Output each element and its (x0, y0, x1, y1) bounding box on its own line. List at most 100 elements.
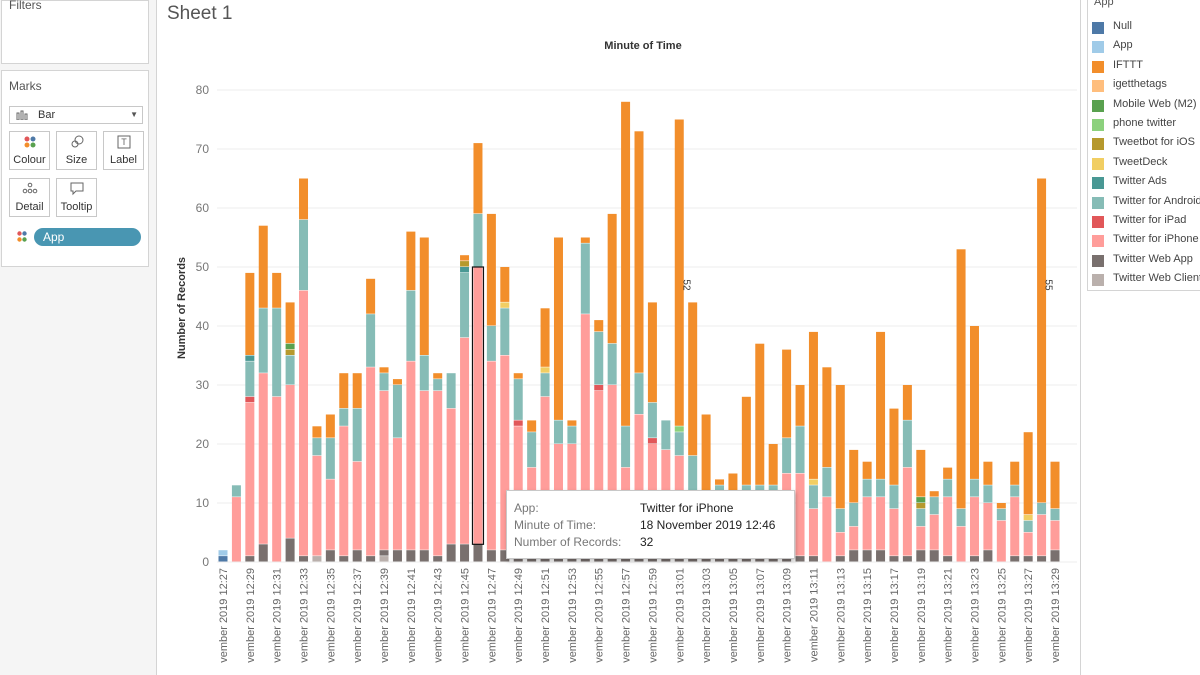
bar-segment[interactable] (553, 420, 563, 444)
legend-item[interactable]: phone twitter (1092, 117, 1200, 133)
bar-segment[interactable] (822, 367, 832, 468)
bar-segment[interactable] (916, 497, 926, 503)
bar-segment[interactable] (218, 550, 228, 556)
bar-segment[interactable] (1023, 556, 1033, 562)
bar-segment[interactable] (312, 455, 322, 556)
bar-segment[interactable] (862, 461, 872, 479)
bar-segment[interactable] (996, 520, 1006, 562)
bar-segment[interactable] (929, 491, 939, 497)
bar-segment[interactable] (446, 373, 456, 409)
bar-segment[interactable] (889, 485, 899, 509)
bar-segment[interactable] (849, 503, 859, 527)
bar-segment[interactable] (822, 497, 832, 562)
bar-segment[interactable] (795, 556, 805, 562)
filters-card[interactable]: Filters (1, 0, 149, 64)
bar-segment[interactable] (916, 526, 926, 550)
bar-segment[interactable] (460, 267, 470, 273)
bar-segment[interactable] (500, 267, 510, 302)
legend-item[interactable]: igetthetags (1092, 78, 1200, 94)
bar-segment[interactable] (1023, 514, 1033, 521)
bar-segment[interactable] (741, 485, 751, 491)
bar-segment[interactable] (272, 272, 282, 308)
bar-segment[interactable] (795, 426, 805, 473)
tooltip-button[interactable]: Tooltip (56, 178, 97, 217)
bar-segment[interactable] (1050, 550, 1060, 562)
bar-segment[interactable] (916, 550, 926, 562)
bar-segment[interactable] (634, 373, 644, 414)
legend-item[interactable]: Mobile Web (M2) (1092, 98, 1200, 114)
bar-segment[interactable] (808, 479, 818, 485)
bar-segment[interactable] (245, 355, 255, 361)
bar-segment[interactable] (486, 361, 496, 550)
bar-segment[interactable] (379, 367, 389, 373)
bar-segment[interactable] (419, 237, 429, 356)
bar-segment[interactable] (674, 426, 684, 432)
bar-segment[interactable] (245, 402, 255, 556)
bar-segment[interactable] (889, 556, 899, 562)
bar-segment[interactable] (406, 231, 416, 291)
bar-segment[interactable] (969, 497, 979, 556)
legend-item[interactable]: Twitter Web Client (1092, 272, 1200, 288)
bar-segment[interactable] (231, 497, 241, 562)
bar-segment[interactable] (808, 331, 818, 479)
bar-segment[interactable] (782, 438, 792, 473)
bar-segment[interactable] (1023, 432, 1033, 515)
bar-segment[interactable] (406, 550, 416, 562)
bar-segment[interactable] (325, 479, 335, 550)
bar-segment[interactable] (835, 508, 845, 532)
legend-item[interactable]: IFTTT (1092, 59, 1200, 75)
bar-segment[interactable] (594, 320, 604, 332)
bar-segment[interactable] (339, 373, 349, 409)
stacked-bar-chart[interactable]: 0 10 20 30 40 50 60 70 80 Minute of Time Number of… (157, 0, 1080, 675)
bar-segment[interactable] (231, 485, 241, 497)
bar-segment[interactable] (661, 420, 671, 450)
bar-segment[interactable] (460, 272, 470, 338)
colour-button[interactable]: Colour (9, 131, 50, 170)
bar-segment[interactable] (379, 373, 389, 391)
bar-segment[interactable] (1037, 556, 1047, 562)
bar-segment[interactable] (567, 426, 577, 444)
bar-segment[interactable] (876, 479, 886, 497)
legend-item[interactable]: TweetDeck (1092, 156, 1200, 172)
bar-segment[interactable] (768, 444, 778, 485)
bar-segment[interactable] (460, 544, 470, 562)
bar-segment[interactable] (688, 455, 698, 491)
bar-segment[interactable] (849, 550, 859, 562)
bar-segment[interactable] (849, 526, 859, 550)
bar-segment[interactable] (312, 426, 322, 438)
bar-segment[interactable] (916, 508, 926, 527)
bar-segment[interactable] (943, 497, 953, 556)
bar-segment[interactable] (741, 396, 751, 485)
bar-segment[interactable] (392, 385, 402, 438)
bar-segment[interactable] (594, 385, 604, 391)
bar-segment[interactable] (849, 449, 859, 503)
bar-segment[interactable] (795, 385, 805, 426)
bar-segment[interactable] (876, 331, 886, 479)
bar-segment[interactable] (366, 367, 376, 556)
bar-segment[interactable] (500, 355, 510, 550)
bar-segment[interactable] (540, 373, 550, 397)
bar-segment[interactable] (352, 408, 362, 462)
bar-segment[interactable] (1050, 461, 1060, 509)
bar-segment[interactable] (634, 414, 644, 556)
bar-segment[interactable] (299, 219, 309, 291)
bar-segment[interactable] (433, 390, 443, 556)
bar-segment[interactable] (285, 343, 295, 350)
bar-segment[interactable] (486, 326, 496, 361)
bar-segment[interactable] (822, 467, 832, 497)
chevron-down-icon[interactable]: ▼ (130, 110, 138, 119)
legend-item[interactable]: Twitter for iPad (1092, 214, 1200, 230)
bar-segment[interactable] (996, 508, 1006, 521)
bar-segment[interactable] (285, 302, 295, 344)
bar-segment[interactable] (473, 267, 483, 544)
bar-segment[interactable] (594, 331, 604, 385)
bar-segment[interactable] (406, 361, 416, 550)
bar-segment[interactable] (634, 131, 644, 373)
bar-segment[interactable] (312, 438, 322, 456)
bar-segment[interactable] (580, 314, 590, 556)
bar-segment[interactable] (245, 556, 255, 562)
bar-segment[interactable] (607, 213, 617, 344)
bar-segment[interactable] (916, 503, 926, 509)
bar-segment[interactable] (325, 414, 335, 438)
bar-segment[interactable] (876, 550, 886, 562)
